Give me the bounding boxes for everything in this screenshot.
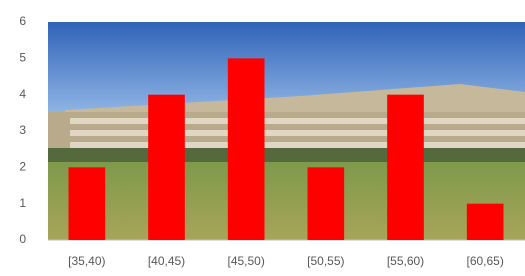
bar: [467, 204, 504, 240]
bar: [308, 167, 345, 240]
y-tick-label: 4: [19, 87, 26, 101]
chart: 0 1 2 3 4 5 6 [35,40) [40,45) [45,50) [50,55) [55,6…: [0, 0, 525, 276]
y-tick-label: 1: [19, 196, 26, 210]
y-tick-label: 3: [19, 123, 26, 137]
bar: [387, 95, 424, 240]
bar: [69, 167, 106, 240]
y-tick-label: 6: [19, 14, 26, 28]
bar: [148, 95, 185, 240]
y-tick-label: 2: [19, 160, 26, 174]
x-tick-label: [45,50): [227, 254, 264, 268]
bar: [228, 58, 265, 240]
y-tick-label: 0: [19, 232, 26, 246]
background-photo: [48, 22, 525, 240]
page: 0 1 2 3 4 5 6 [35,40) [40,45) [45,50) [50,55) [55,6…: [0, 0, 525, 276]
x-tick-label: [50,55): [307, 254, 344, 268]
x-tick-label: [40,45): [148, 254, 185, 268]
y-tick-label: 5: [19, 51, 26, 65]
x-tick-label: [55,60): [387, 254, 424, 268]
x-tick-label: [60,65): [466, 254, 503, 268]
x-tick-label: [35,40): [68, 254, 105, 268]
